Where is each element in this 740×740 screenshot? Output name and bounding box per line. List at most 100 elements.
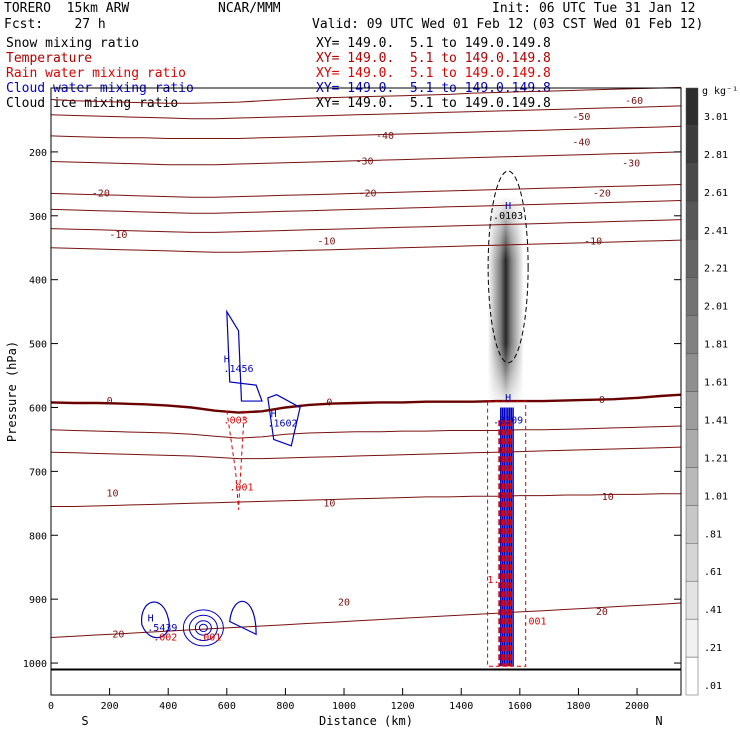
colorbar-swatch [685, 353, 699, 392]
contour-label: -10 [317, 236, 335, 247]
colorbar-swatch [685, 315, 699, 354]
colorbar-level-label: .41 [704, 605, 722, 616]
contour-label: -40 [376, 131, 394, 142]
isotherm--5 [50, 239, 682, 253]
colorbar-level-label: .61 [704, 567, 722, 578]
contour-label: 0 [107, 396, 113, 407]
contour-label: .1602 [267, 418, 297, 429]
y-tick-label: 400 [29, 276, 47, 287]
y-tick-label: 300 [29, 212, 47, 223]
colorbar-swatch [685, 618, 699, 658]
x-tick-label: 200 [101, 701, 119, 712]
colorbar-level-label: 1.01 [704, 491, 728, 502]
contour-label: .0103 [493, 211, 523, 222]
contour-label: .001 [197, 632, 221, 643]
contour-label: -50 [572, 112, 590, 123]
colorbar-swatch [685, 125, 699, 165]
contour-label: -30 [622, 158, 640, 169]
y-tick-label: 1000 [23, 659, 47, 670]
cloud-ice-contour [487, 170, 529, 364]
x-tick-label: 1400 [449, 701, 473, 712]
colorbar-swatch [685, 656, 699, 696]
colorbar-swatch [685, 87, 699, 127]
x-tick-label: 400 [159, 701, 177, 712]
x-axis-label: Distance (km) [319, 714, 413, 728]
isotherm-0 [50, 393, 682, 414]
colorbar-swatch [685, 580, 699, 620]
colorbar-level-label: 1.21 [704, 453, 728, 464]
contour-label: 20 [596, 607, 608, 618]
contour-label: H [148, 613, 154, 624]
snow-mixing-ratio-shading [487, 196, 524, 408]
cloud-water-contour [188, 614, 218, 642]
contour-label: -30 [356, 156, 374, 167]
colorbar-level-label: 2.01 [704, 302, 728, 313]
isotherm-10 [50, 446, 682, 460]
y-axis-label: Pressure (hPa) [5, 341, 19, 442]
cloud-water-contour [267, 394, 301, 447]
contour-label: H [224, 355, 230, 366]
y-tick-label: 700 [29, 467, 47, 478]
contour-label: -20 [358, 188, 376, 199]
contour-label: .001 [522, 617, 546, 628]
colorbar-level-label: 3.01 [704, 112, 728, 123]
colorbar-level-label: 2.61 [704, 188, 728, 199]
colorbar-level-label: 2.81 [704, 150, 728, 161]
colorbar-swatch [685, 163, 699, 203]
isotherm--40 [50, 125, 682, 139]
model-title: TORERO 15km ARW [4, 1, 130, 16]
legend-field-name: Rain water mixing ratio [6, 66, 187, 81]
colorbar-level-label: .01 [704, 681, 722, 692]
contour-label: H [505, 201, 511, 212]
legend-xy-range: XY= 149.0. 5.1 to 149.0.149.8 [316, 36, 551, 51]
legend-field-name: Temperature [6, 51, 93, 66]
isotherm--10 [50, 219, 682, 233]
colorbar-level-label: 1.41 [704, 415, 728, 426]
cloud-water-contour [229, 600, 257, 636]
y-tick-label: 200 [29, 148, 47, 159]
plot-frame [50, 87, 682, 696]
contour-label: 10 [602, 492, 614, 503]
colorbar-swatch [685, 239, 699, 278]
contour-label: 20 [338, 597, 350, 608]
x-tick-label: 1000 [332, 701, 356, 712]
contour-label: .001 [229, 482, 253, 493]
isotherm-5 [50, 425, 682, 439]
contour-label: -20 [92, 188, 110, 199]
colorbar-swatch [685, 505, 699, 544]
colorbar-swatch [685, 277, 699, 316]
contour-label: -40 [572, 137, 590, 148]
contour-label: H [505, 393, 511, 404]
x-tick-label: 0 [48, 701, 54, 712]
contour-label: 0 [599, 395, 605, 406]
isotherm--60 [50, 86, 682, 104]
isotherm-20 [50, 602, 682, 638]
contour-label: .1456 [223, 364, 253, 375]
x-tick-label: 1600 [508, 701, 532, 712]
y-tick-label: 600 [29, 403, 47, 414]
colorbar-level-label: 1.81 [704, 340, 728, 351]
legend-xy-range: XY= 149.0. 5.1 to 149.0.149.8 [316, 96, 551, 111]
cloud-water-contour [198, 623, 208, 633]
legend-xy-range: XY= 149.0. 5.1 to 149.0.149.8 [316, 51, 551, 66]
colorbar-level-label: 2.21 [704, 264, 728, 275]
contour-label: -10 [109, 230, 127, 241]
colorbar-swatch [685, 391, 699, 430]
y-tick-label: 800 [29, 531, 47, 542]
contour-label: 20 [112, 629, 124, 640]
colorbar-swatch [685, 543, 699, 582]
forecast-hour: Fcst: 27 h [4, 17, 106, 32]
contour-label: -20 [593, 188, 611, 199]
x-tick-label: 800 [276, 701, 294, 712]
x-end-label-north: N [655, 714, 662, 728]
isotherm--30 [50, 151, 682, 166]
contour-label: 10 [323, 498, 335, 509]
x-tick-label: 1800 [566, 701, 590, 712]
colorbar-swatch [685, 201, 699, 240]
isotherm-15 [51, 493, 681, 507]
contour-label: H [271, 409, 277, 420]
valid-time: Valid: 09 UTC Wed 01 Feb 12 (03 CST Wed … [312, 17, 704, 32]
colorbar-unit: g kg⁻¹ [702, 86, 738, 97]
y-tick-label: 900 [29, 595, 47, 606]
